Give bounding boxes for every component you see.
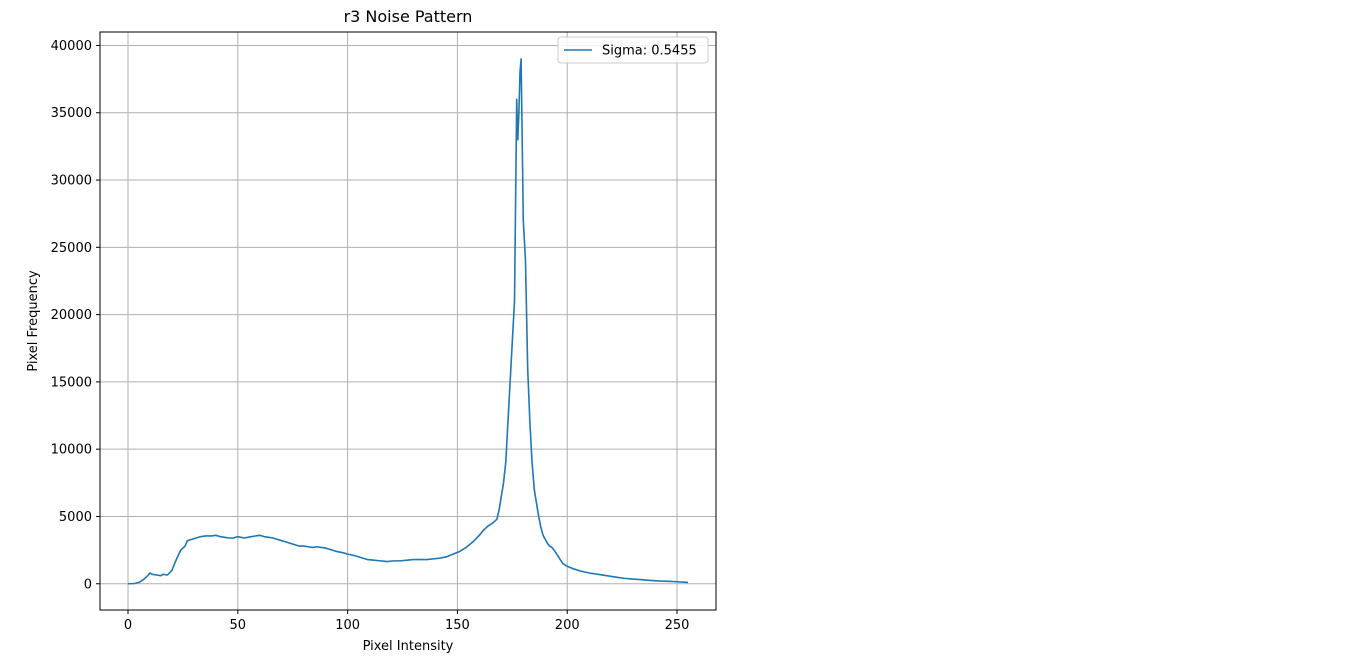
x-axis: 0 50 100 150 200 250 [124,610,690,633]
plot-frame [99,31,717,611]
y-tick-label: 25000 [51,241,92,256]
chart-title: r3 Noise Pattern [344,7,473,26]
x-tick-label: 200 [555,618,580,633]
legend-label: Sigma: 0.5455 [602,44,697,59]
y-axis-label: Pixel Frequency [26,270,41,372]
y-axis: 0 5000 10000 15000 20000 25000 30000 35000 40000 [51,39,100,592]
y-tick-label: 10000 [51,443,92,458]
y-tick-label: 40000 [51,39,92,54]
y-tick-label: 35000 [51,106,92,121]
x-tick-label: 50 [230,618,247,633]
series-line [127,58,689,585]
x-tick-label: 150 [445,618,470,633]
y-tick-label: 15000 [51,375,92,390]
y-tick-label: 20000 [51,308,92,323]
x-axis-label: Pixel Intensity [363,639,454,654]
y-tick-label: 0 [84,577,92,592]
x-tick-label: 0 [124,618,132,633]
y-tick-label: 5000 [59,510,92,525]
legend-box [557,36,709,64]
x-tick-label: 250 [665,618,690,633]
y-tick-label: 30000 [51,174,92,189]
x-tick-label: 100 [335,618,360,633]
legend: Sigma: 0.5455 [557,36,709,64]
grid [100,32,716,610]
